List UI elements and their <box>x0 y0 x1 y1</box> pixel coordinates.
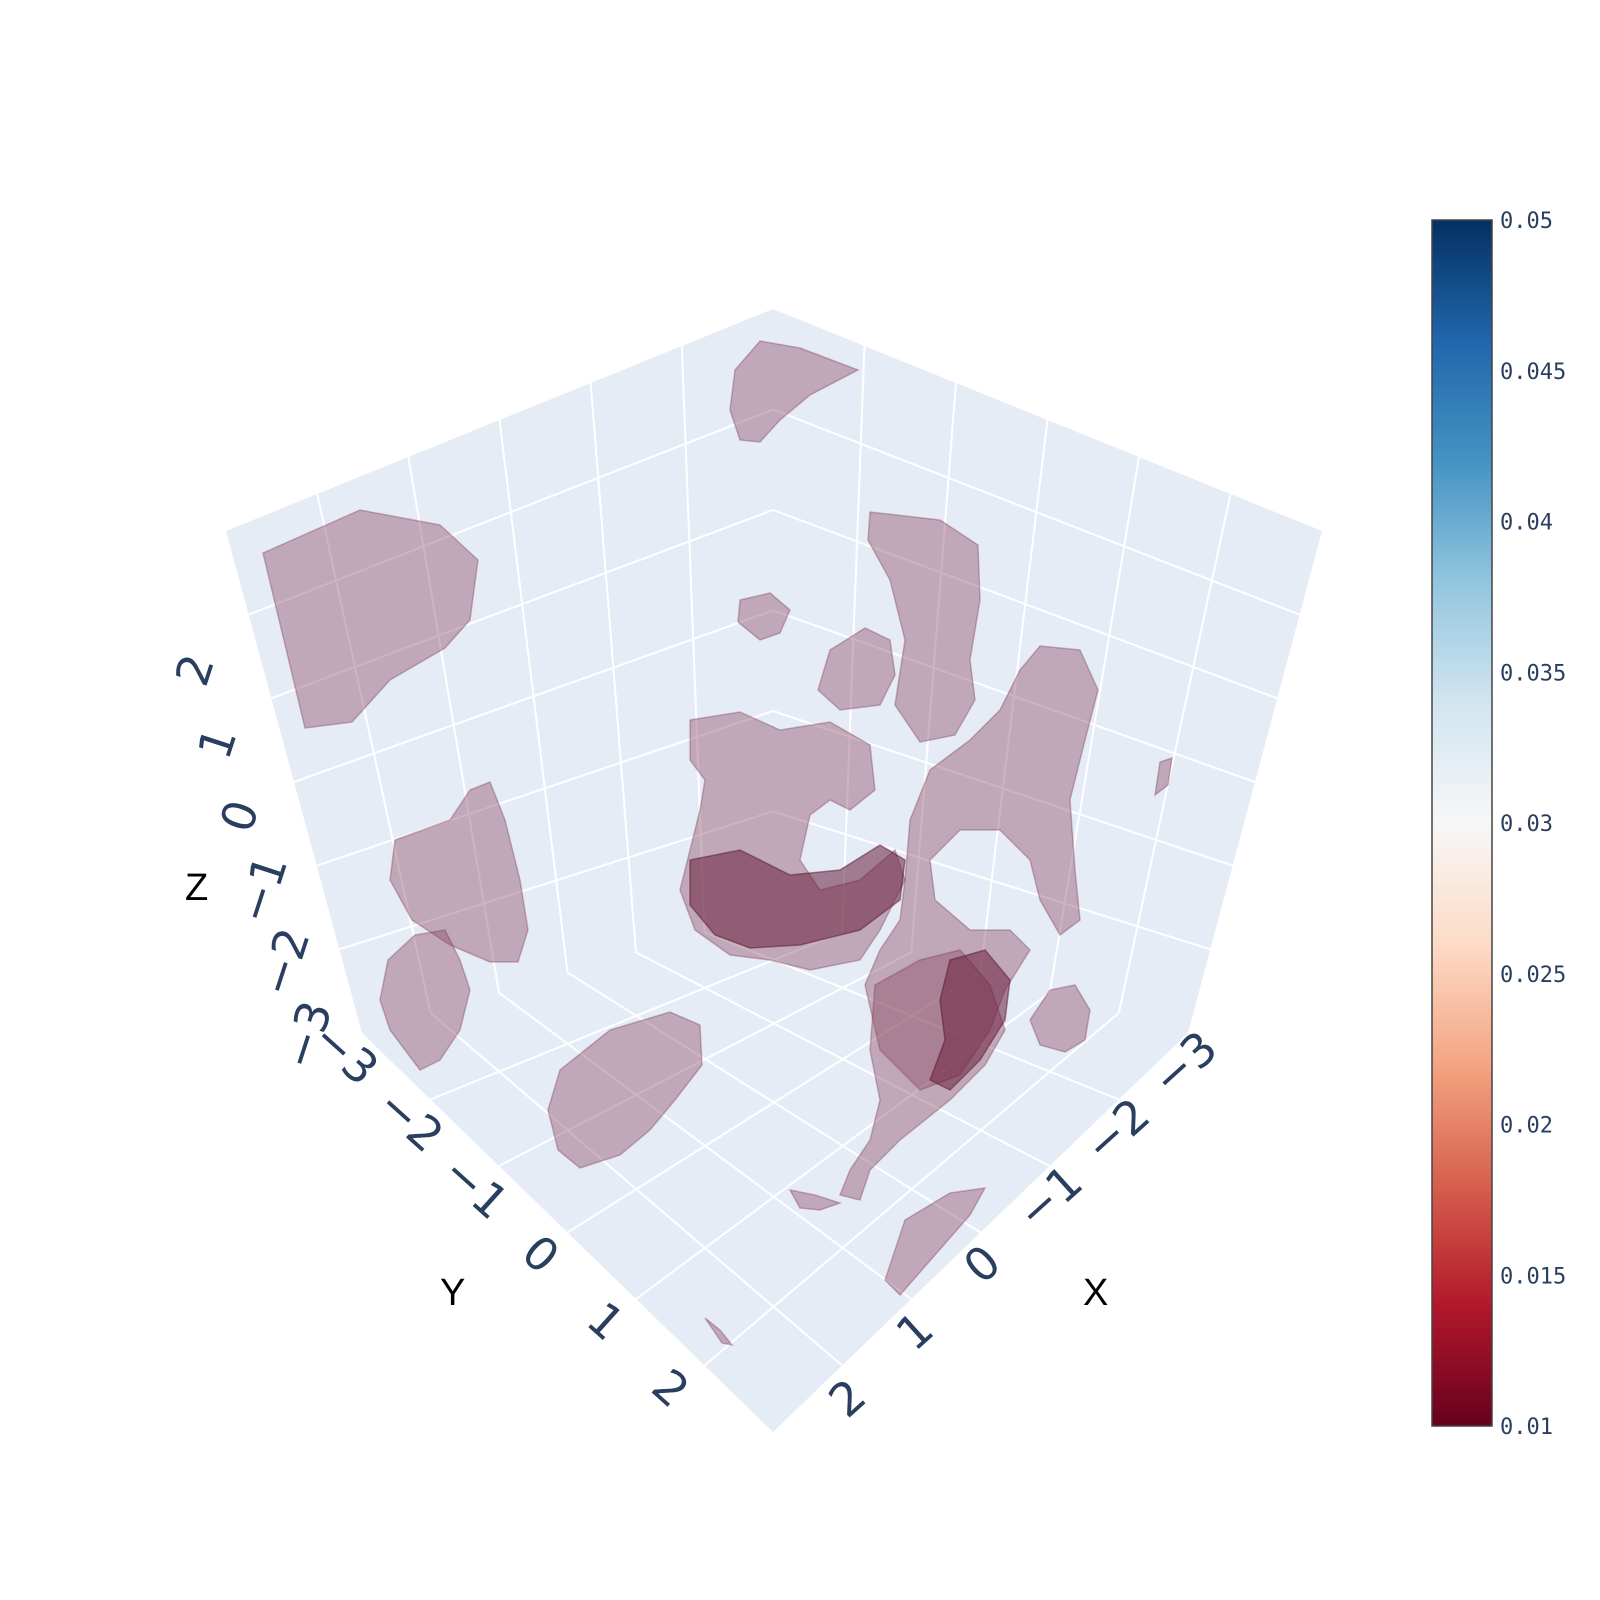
wall-back-left <box>226 309 773 1033</box>
isosurface-blob <box>884 1187 987 1297</box>
colorbar-tick-label: 0.05 <box>1500 209 1553 234</box>
axis-tick-label: −1 <box>226 848 298 929</box>
axis-tick-label: 2 <box>642 1358 700 1418</box>
colorbar-tick-label: 0.01 <box>1500 1415 1553 1440</box>
isosurface-blob-dark <box>929 949 1011 1091</box>
isosurface-blob <box>1153 756 1173 797</box>
grid-line <box>248 408 774 616</box>
colorbar: 0.05 0.045 0.04 0.035 0.03 0.025 0.02 0.015 0.01 <box>1431 209 1566 1440</box>
isosurface-blob <box>547 1011 703 1169</box>
colorbar-gradient <box>1431 219 1493 1427</box>
axis-tick-label: 2 <box>165 648 225 693</box>
isosurface-blob <box>867 511 981 743</box>
colorbar-tick-label: 0.03 <box>1500 812 1553 837</box>
grid-line <box>772 408 1301 616</box>
colorbar-tick-label: 0.015 <box>1500 1264 1566 1289</box>
grid-lines <box>248 345 1301 1367</box>
x-axis-title: X <box>1083 1272 1108 1314</box>
isosurface-blob <box>788 1188 843 1211</box>
isosurface-blob-dark <box>689 844 906 949</box>
colorbar-ticks: 0.05 0.045 0.04 0.035 0.03 0.025 0.02 0.015 0.01 <box>1500 209 1566 1440</box>
grid-line <box>703 1012 1120 1367</box>
isosurface-blob <box>379 929 471 1071</box>
colorbar-tick-label: 0.02 <box>1500 1114 1553 1139</box>
isosurface-blob <box>817 627 896 711</box>
axis-tick-label: 0 <box>512 1224 570 1284</box>
colorbar-tick-label: 0.025 <box>1500 963 1566 988</box>
colorbar-tick-label: 0.04 <box>1500 511 1553 536</box>
colorbar-tick-label: 0.035 <box>1500 661 1566 686</box>
isosurface-blob <box>729 340 860 443</box>
isosurface-blob <box>737 592 791 641</box>
isosurfaces <box>262 340 1173 1347</box>
isosurface-blob <box>262 509 479 729</box>
wall-back-right <box>773 309 1322 1033</box>
colorbar-tick-label: 0.045 <box>1500 360 1566 385</box>
axis-tick-label: 1 <box>577 1291 635 1351</box>
axis-tick-label: 1 <box>187 721 247 766</box>
isosurface-blob <box>389 781 529 963</box>
axis-tick-label: −2 <box>248 921 320 1002</box>
axis-tick-label: 0 <box>209 794 269 839</box>
isosurface-blob <box>864 645 1099 1091</box>
isosurface-blob <box>1029 984 1091 1053</box>
isosurface-blob <box>704 1317 734 1347</box>
z-axis-title: Z <box>185 867 208 909</box>
y-axis-title: Y <box>440 1272 465 1314</box>
